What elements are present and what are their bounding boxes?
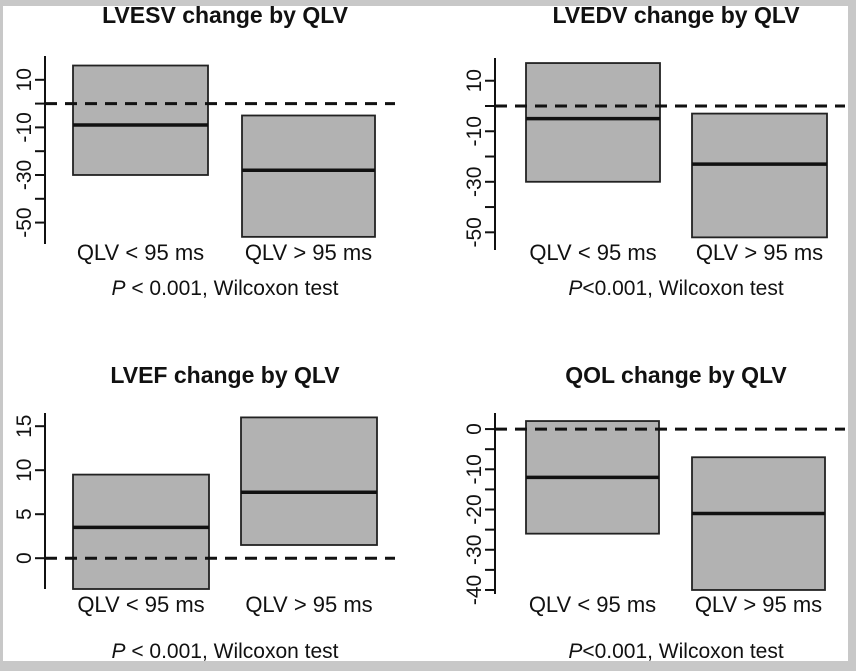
y-tick-label: -20 — [463, 494, 486, 524]
panel-title: QOL change by QLV — [565, 362, 787, 388]
y-tick-label: -10 — [13, 112, 36, 142]
box-qlv-<-95-ms — [525, 62, 661, 183]
panel-lvesv: LVESV change by QLV QLV < 95 ms QLV > 95 m… — [13, 6, 395, 300]
box-qlv-<-95-ms — [72, 473, 210, 590]
panel-title: LVEF change by QLV — [110, 362, 340, 388]
figure-canvas: LVESV change by QLV QLV < 95 ms QLV > 95 m… — [3, 6, 848, 661]
box-qlv->-95-ms — [691, 456, 826, 591]
box-qlv-<-95-ms — [72, 64, 209, 176]
category-label: QLV < 95 ms — [77, 240, 204, 265]
y-tick-label: -10 — [463, 116, 486, 146]
y-tick-label: -30 — [463, 535, 486, 565]
y-tick-label: 0 — [463, 423, 486, 435]
y-tick-label: 15 — [13, 415, 36, 438]
category-label: QLV < 95 ms — [77, 592, 204, 617]
category-label: QLV < 95 ms — [529, 240, 656, 265]
category-label: QLV > 95 ms — [695, 592, 822, 617]
category-label: QLV > 95 ms — [696, 240, 823, 265]
pvalue-note: P<0.001, Wilcoxon test — [568, 640, 784, 663]
box-qlv->-95-ms — [691, 112, 828, 239]
pvalue-note: P < 0.001, Wilcoxon test — [111, 640, 338, 663]
pvalue-note: P < 0.001, Wilcoxon test — [111, 277, 338, 300]
panel-lvef: LVEF change by QLV QLV < 95 ms QLV > 95 ms… — [13, 362, 395, 663]
y-tick-label: 0 — [13, 552, 36, 564]
y-tick-label: -40 — [463, 575, 486, 605]
pvalue-note: P<0.001, Wilcoxon test — [568, 277, 784, 300]
panel-lvedv: LVEDV change by QLV QLV < 95 ms QLV > 95 m… — [463, 6, 845, 300]
category-label: QLV < 95 ms — [529, 592, 656, 617]
category-label: QLV > 95 ms — [245, 240, 372, 265]
panel-title: LVESV change by QLV — [102, 6, 348, 28]
y-tick-label: -50 — [463, 217, 486, 247]
category-label: QLV > 95 ms — [245, 592, 372, 617]
panel-qol: QOL change by QLV QLV < 95 ms QLV > 95 ms 0… — [463, 362, 845, 663]
y-tick-label: -30 — [13, 160, 36, 190]
box-qlv->-95-ms — [241, 114, 376, 238]
y-tick-label: 5 — [13, 508, 36, 520]
y-tick-label: 10 — [13, 459, 36, 482]
y-tick-label: -30 — [463, 167, 486, 197]
y-tick-label: 10 — [463, 69, 486, 92]
panel-title: LVEDV change by QLV — [552, 6, 800, 28]
y-tick-label: -50 — [13, 207, 36, 237]
box-qlv->-95-ms — [240, 416, 378, 546]
y-tick-label: 10 — [13, 68, 36, 91]
y-tick-label: -10 — [463, 454, 486, 484]
